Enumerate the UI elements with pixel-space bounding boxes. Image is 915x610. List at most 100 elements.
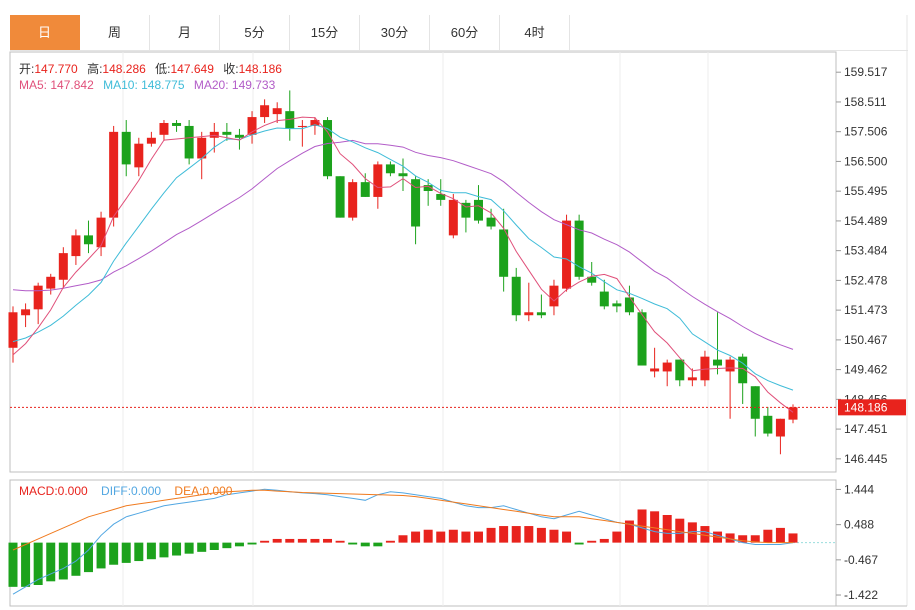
candle-body-28 [360, 182, 370, 197]
macd-bar-23 [297, 538, 307, 543]
candle-body-40 [511, 276, 521, 316]
macd-bar-18 [234, 542, 244, 547]
candle-body-48 [612, 303, 622, 307]
candle-body-57 [725, 359, 735, 372]
candle-body-39 [499, 229, 509, 277]
dea-value: 0.000 [202, 484, 233, 498]
macd-bar-46 [587, 540, 597, 543]
candle-body-12 [159, 122, 169, 135]
ma10-label: MA10: [103, 78, 138, 92]
candle-body-17 [222, 131, 232, 135]
open-label: 开: [19, 62, 35, 76]
candle-body-59 [750, 386, 760, 419]
macd-bar-55 [700, 526, 710, 543]
macd-bar-38 [486, 527, 496, 543]
price-tick-label-7: 152.478 [844, 273, 888, 287]
macd-bar-24 [310, 538, 320, 543]
close-value: 148.186 [238, 62, 282, 76]
candle-body-3 [46, 276, 56, 289]
macd-bar-37 [473, 531, 483, 543]
macd-bar-39 [499, 526, 509, 543]
tab-4[interactable]: 15分 [290, 15, 360, 50]
macd-bar-19 [247, 542, 257, 545]
candle-body-10 [134, 143, 144, 168]
tab-0[interactable]: 日 [10, 15, 80, 50]
candle-body-16 [209, 131, 219, 138]
macd-tick-label-2: -0.467 [844, 553, 878, 567]
open-value: 147.770 [34, 62, 78, 76]
ohlc-legend: 开:147.770 高:148.286 低:147.649 收:148.186 [19, 60, 282, 77]
price-tick-label-8: 151.473 [844, 303, 888, 317]
macd-bar-59 [750, 535, 760, 543]
price-tick-label-1: 158.511 [844, 95, 887, 109]
tab-1[interactable]: 周 [80, 15, 150, 50]
price-tick-label-0: 159.517 [844, 65, 888, 79]
tab-5[interactable]: 30分 [360, 15, 430, 50]
macd-bar-35 [448, 529, 458, 543]
macd-bar-11 [146, 542, 156, 560]
low-label: 低: [155, 62, 171, 76]
candle-body-41 [524, 312, 534, 316]
macd-bar-15 [197, 542, 207, 552]
macd-bar-1 [21, 542, 31, 587]
macd-bar-45 [574, 542, 584, 545]
macd-bar-52 [662, 515, 672, 543]
candle-body-15 [197, 137, 207, 159]
candle-body-49 [624, 297, 634, 313]
candle-body-42 [536, 312, 546, 316]
macd-bar-10 [134, 542, 144, 562]
candle-body-26 [335, 176, 345, 218]
candle-body-36 [461, 202, 471, 218]
price-tick-label-5: 154.489 [844, 214, 888, 228]
macd-bar-12 [159, 542, 169, 558]
ma-legend: MA5: 147.842 MA10: 148.775 MA20: 149.733 [19, 78, 275, 92]
candle-body-44 [562, 220, 572, 289]
macd-bar-36 [461, 531, 471, 543]
candle-body-56 [713, 359, 723, 366]
macd-bar-43 [549, 529, 559, 543]
ma20-value: 149.733 [231, 78, 276, 92]
macd-bar-58 [738, 535, 748, 543]
price-tick-label-6: 153.484 [844, 244, 888, 258]
ma10-value: 148.775 [141, 78, 185, 92]
candle-body-31 [398, 173, 408, 177]
macd-bar-31 [398, 535, 408, 543]
dea-label: DEA: [174, 484, 203, 498]
candle-body-19 [247, 117, 257, 135]
macd-tick-label-3: -1.422 [844, 588, 878, 602]
candle-body-25 [323, 120, 333, 177]
candle-body-32 [411, 179, 421, 227]
candle-body-62 [788, 407, 798, 420]
macd-bar-48 [612, 531, 622, 543]
macd-bar-54 [687, 522, 697, 543]
diff-label: DIFF: [101, 484, 132, 498]
ma5-label: MA5: [19, 78, 48, 92]
period-tabs: 日周月 5分 15分 30分 60分 4时 [10, 15, 908, 51]
macd-label: MACD: [19, 484, 58, 498]
macd-bar-30 [385, 540, 395, 543]
candle-body-14 [184, 125, 194, 159]
macd-bar-13 [172, 542, 182, 556]
tab-2[interactable]: 月 [150, 15, 220, 50]
macd-tick-label-0: 1.444 [844, 482, 874, 496]
macd-bar-0 [8, 542, 18, 587]
tab-6[interactable]: 60分 [430, 15, 500, 50]
price-panel-frame [9, 51, 837, 473]
dea-line [12, 489, 793, 551]
macd-bar-20 [260, 540, 270, 543]
macd-bar-14 [184, 542, 194, 554]
candle-body-33 [423, 185, 433, 192]
macd-panel-frame [9, 479, 837, 607]
ma10-line [12, 124, 794, 391]
macd-tick-label-1: 0.488 [844, 518, 874, 532]
macd-bar-5 [71, 542, 81, 576]
macd-bar-16 [209, 542, 219, 550]
tab-7[interactable]: 4时 [500, 15, 570, 50]
macd-bar-17 [222, 542, 232, 549]
macd-bar-29 [373, 542, 383, 547]
tab-3[interactable]: 5分 [220, 15, 290, 50]
candle-body-29 [373, 164, 383, 197]
macd-bar-22 [285, 538, 295, 543]
diff-value: 0.000 [131, 484, 162, 498]
candle-body-53 [675, 359, 685, 381]
